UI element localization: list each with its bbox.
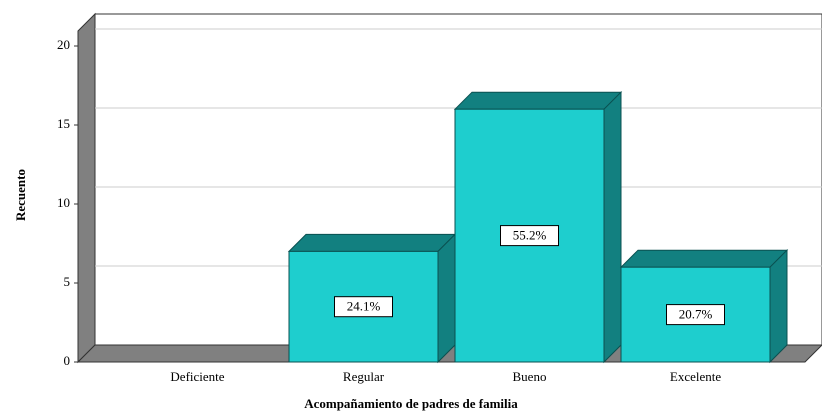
value-label: 55.2%	[513, 228, 547, 243]
x-tick-label: Excelente	[670, 369, 721, 384]
y-tick-label: 10	[57, 195, 70, 210]
x-axis-label: Acompañamiento de padres de familia	[304, 396, 518, 411]
x-tick-label: Regular	[343, 369, 385, 384]
bar-top	[287, 233, 457, 252]
x-tick-label: Bueno	[513, 369, 547, 384]
value-label-box	[334, 296, 393, 318]
value-label: 24.1%	[347, 299, 381, 314]
value-label: 20.7%	[679, 307, 713, 322]
y-tick-label: 5	[64, 274, 71, 289]
bar-side	[769, 248, 788, 364]
y-axis-label: Recuento	[13, 169, 28, 221]
bar-top	[619, 249, 789, 268]
y-tick-label: 0	[64, 353, 71, 368]
left-wall	[77, 12, 96, 364]
x-tick-label: Deficiente	[170, 369, 224, 384]
value-label-box	[666, 304, 725, 326]
value-label-box	[500, 225, 559, 247]
bar-side	[437, 233, 456, 364]
y-tick-label: 20	[57, 37, 70, 52]
y-tick-label: 15	[57, 116, 70, 131]
bar-side	[603, 90, 622, 364]
bar-top	[453, 91, 623, 110]
